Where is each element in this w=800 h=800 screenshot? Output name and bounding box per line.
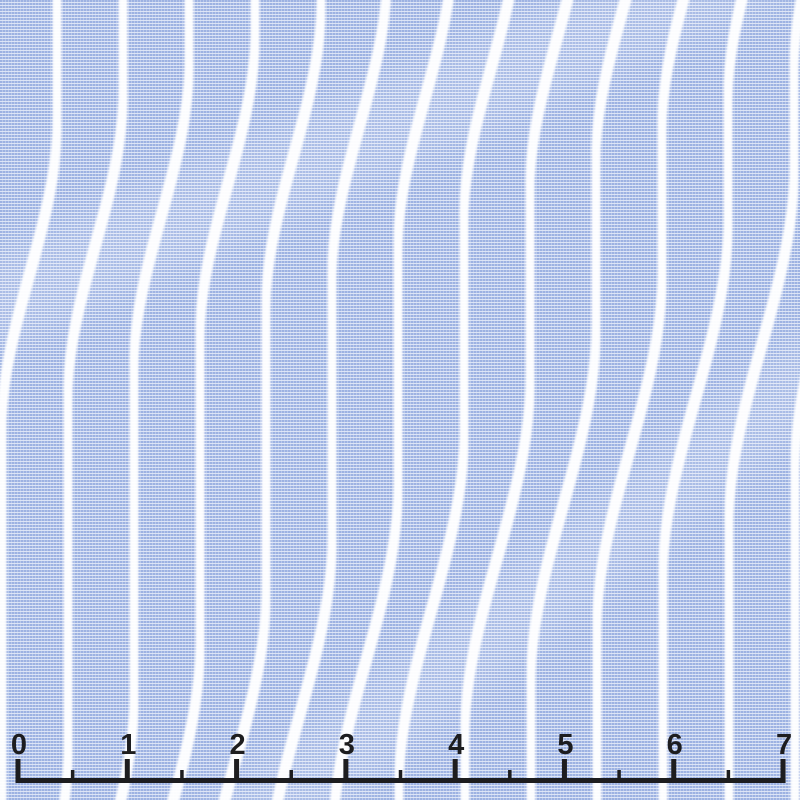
fabric-stripe (218, 0, 326, 800)
ruler-number-label: 3 (339, 729, 355, 761)
ruler-number-label: 1 (120, 729, 136, 761)
ruler-minor-tick (508, 770, 512, 783)
ruler-major-tick (234, 759, 240, 783)
fabric-stripe (114, 0, 194, 800)
ruler-major-tick (561, 759, 567, 783)
ruler-number-label: 5 (557, 729, 573, 761)
ruler-number-label: 4 (448, 729, 464, 761)
ruler-major-tick (343, 759, 349, 783)
fold-sheen-band (0, 0, 774, 348)
fabric-stripe (592, 0, 690, 800)
ruler-major-tick (780, 759, 786, 783)
fabric-stripe (724, 0, 800, 800)
ruler-major-tick (671, 759, 677, 783)
ruler-major-tick (124, 759, 130, 783)
ruler-number-label: 7 (776, 729, 792, 761)
ruler-minor-tick (726, 770, 731, 783)
ruler-minor-tick (180, 770, 184, 783)
ruler-minor-tick (289, 770, 293, 783)
fabric-stripe (167, 0, 260, 800)
fabric-stripe (790, 377, 800, 800)
ruler-major-tick (15, 759, 21, 783)
fabric-stripe (59, 0, 128, 800)
fabric-stripe (0, 0, 62, 800)
fold-sheen-band (221, 337, 800, 800)
ruler-minor-tick (617, 770, 621, 783)
fabric-stripe (271, 0, 391, 800)
ruler-number-label: 2 (230, 729, 246, 761)
ruler: 0 1 2 3 4 5 6 7 (11, 729, 792, 783)
fabric-stripe (460, 0, 574, 800)
fabric-stripe (394, 0, 515, 800)
fabric-stripe (658, 0, 748, 800)
ruler-number-label: 6 (667, 729, 683, 761)
ruler-minor-tick (398, 770, 403, 783)
ruler-number-label: 0 (11, 729, 27, 761)
ruler-minor-tick (70, 770, 75, 783)
ruler-major-tick (452, 759, 458, 783)
